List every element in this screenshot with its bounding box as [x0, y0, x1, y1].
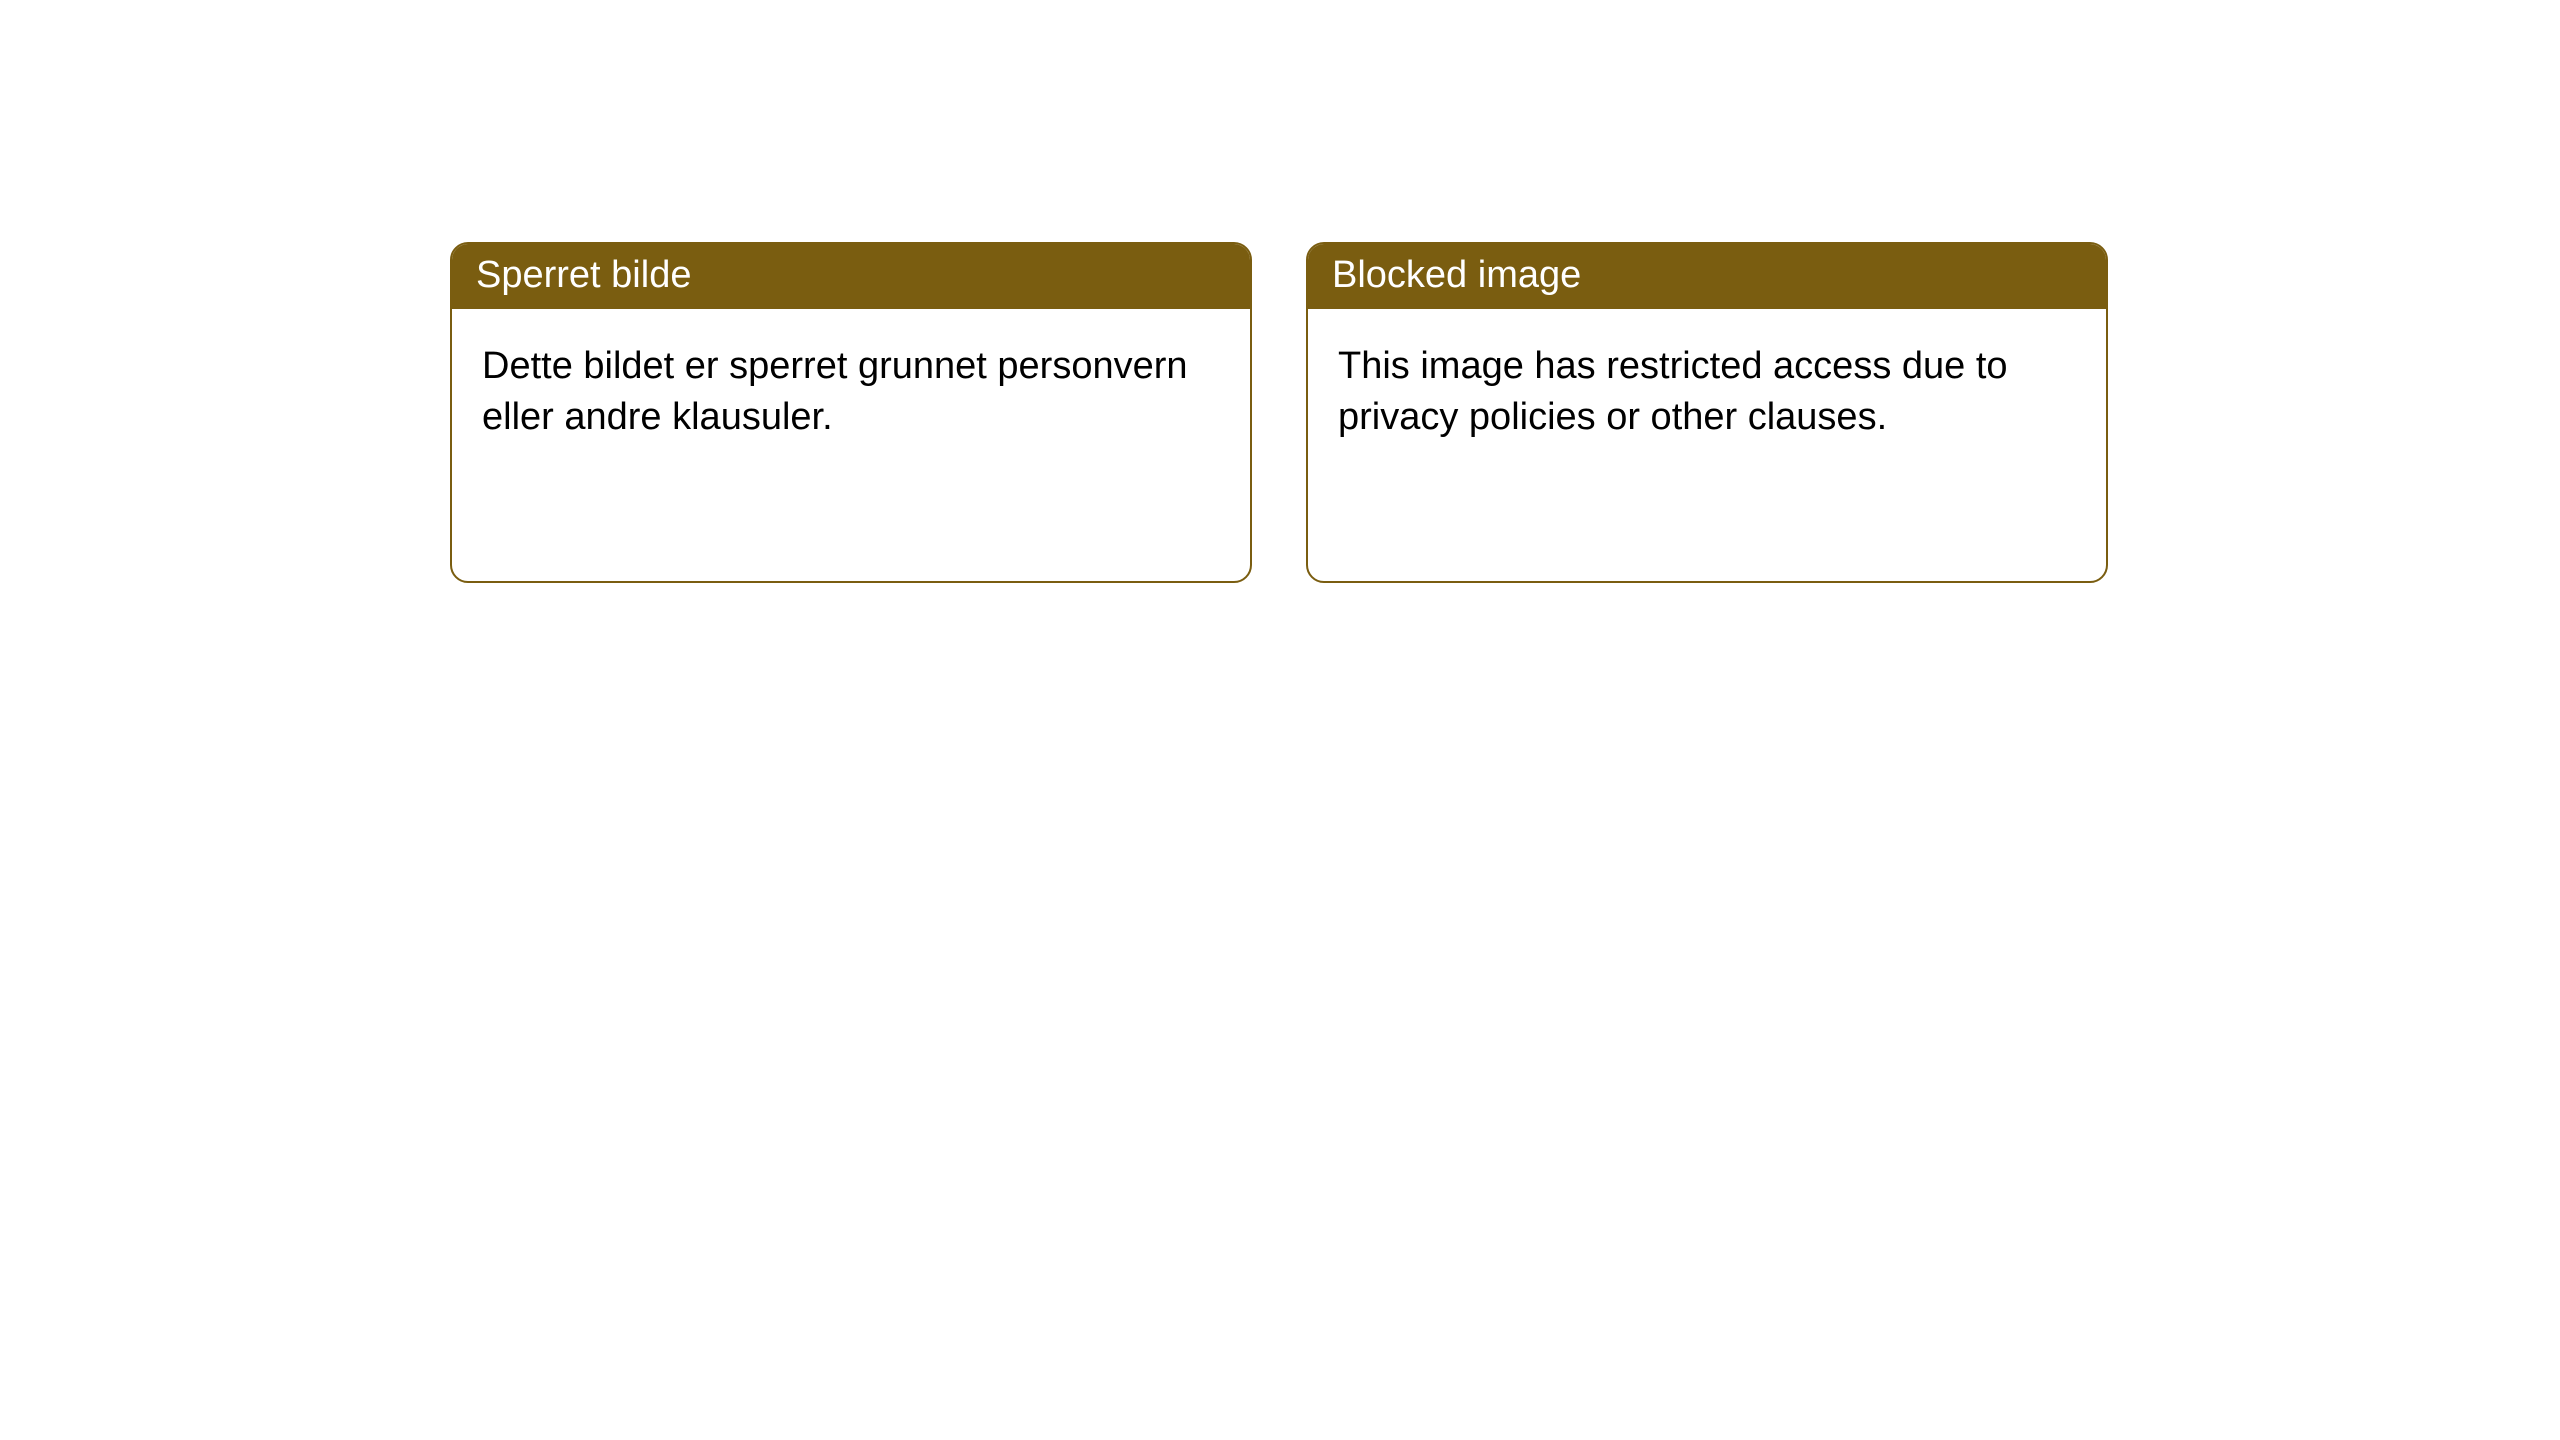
card-body: This image has restricted access due to … — [1308, 309, 2106, 581]
notice-card-english: Blocked image This image has restricted … — [1306, 242, 2108, 583]
card-header: Sperret bilde — [452, 244, 1250, 309]
card-body-text: Dette bildet er sperret grunnet personve… — [482, 345, 1188, 438]
card-title: Sperret bilde — [476, 254, 691, 296]
notice-card-row: Sperret bilde Dette bildet er sperret gr… — [0, 0, 2560, 583]
notice-card-norwegian: Sperret bilde Dette bildet er sperret gr… — [450, 242, 1252, 583]
card-body-text: This image has restricted access due to … — [1338, 345, 2008, 438]
card-title: Blocked image — [1332, 254, 1581, 296]
card-body: Dette bildet er sperret grunnet personve… — [452, 309, 1250, 581]
card-header: Blocked image — [1308, 244, 2106, 309]
